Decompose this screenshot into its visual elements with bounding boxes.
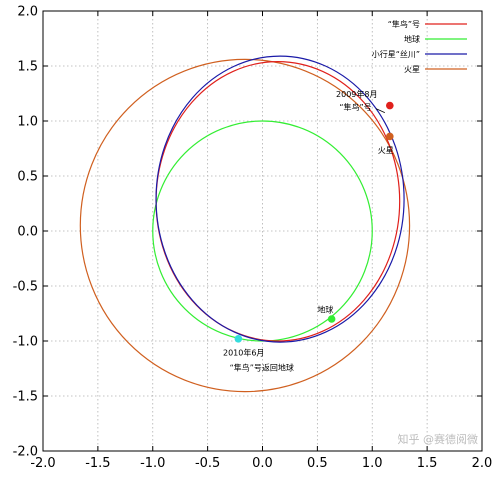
x-tick-label: 2.0 <box>472 456 493 471</box>
watermark: 知乎 @赛德阅微 <box>398 432 479 446</box>
x-tick-label: -2.0 <box>30 456 55 471</box>
annotation: “隼鸟”号 <box>339 102 371 112</box>
legend-label: 小行星“丝川” <box>372 49 420 59</box>
x-tick-label: -1.0 <box>140 456 165 471</box>
orbits <box>79 55 411 393</box>
marker-item-0 <box>386 101 394 110</box>
x-tick-label: -1.5 <box>85 456 110 471</box>
legend-label: 火星 <box>404 65 420 74</box>
marker-item-3 <box>234 335 243 343</box>
annotation: 2009年8月 <box>336 89 377 99</box>
y-tick-label: 1.0 <box>17 115 38 130</box>
marker-item-1 <box>386 132 394 141</box>
annotation: 2010年6月 <box>223 347 264 357</box>
marker-item-2 <box>327 315 336 323</box>
x-tick-label: 0.0 <box>252 456 273 471</box>
position-markers <box>234 101 394 343</box>
axis-ticks: -2.0 -1.5 -1.0 -0.5 0.0 0.5 1.0 1.5 2.0 2.0 1.5 1.0… <box>13 5 493 472</box>
legend-label: “隼鸟”号 <box>388 19 420 29</box>
legend-label: 地球 <box>404 34 420 44</box>
x-tick-label: -0.5 <box>195 456 220 471</box>
x-tick-label: 1.0 <box>362 456 383 471</box>
y-tick-label: 2.0 <box>17 5 38 20</box>
orbit-item-3 <box>79 58 411 393</box>
y-tick-label: 0.5 <box>17 170 38 185</box>
y-tick-label: -1.0 <box>13 335 38 350</box>
x-tick-label: 1.5 <box>417 456 438 471</box>
annotation: “隼鸟”号返回地球 <box>230 363 294 373</box>
orbit-item-2 <box>155 55 405 343</box>
y-tick-label: 1.5 <box>17 60 38 75</box>
annotation: 地球 <box>317 304 333 314</box>
y-tick-label: -2.0 <box>13 445 38 460</box>
annotation: 火星 <box>378 146 394 155</box>
pointer-line <box>375 108 385 113</box>
y-tick-label: -1.5 <box>13 390 38 405</box>
x-tick-label: 0.5 <box>307 456 328 471</box>
y-tick-label: 0.0 <box>17 225 38 240</box>
y-tick-label: -0.5 <box>13 280 38 295</box>
